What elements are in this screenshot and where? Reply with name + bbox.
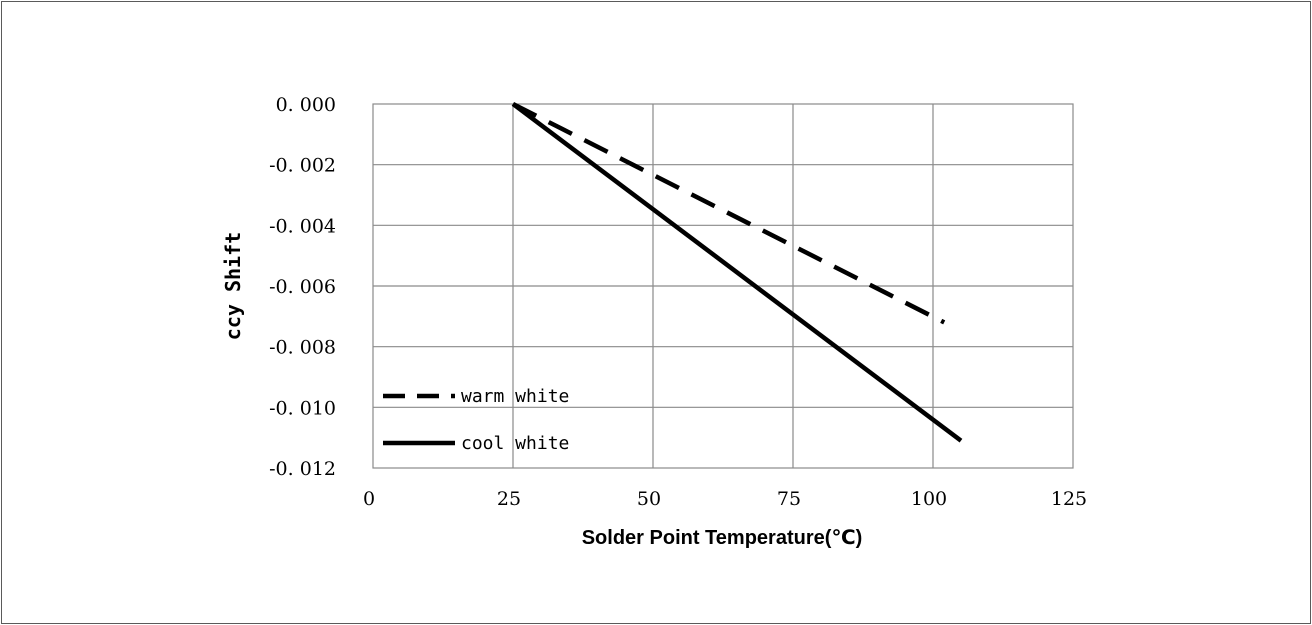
y-tick-label: -0. 010 <box>269 397 336 419</box>
y-tick-label: -0. 002 <box>269 155 336 177</box>
series-layer <box>511 101 963 443</box>
plot-area-border <box>372 103 1074 469</box>
x-tick-label: 100 <box>911 488 947 510</box>
legend: warm white cool white <box>383 386 569 454</box>
legend-item-cool-white: cool white <box>383 433 569 454</box>
x-tick-label: 0 <box>363 488 375 510</box>
series-line-warm-white <box>511 101 946 325</box>
x-tick-label: 25 <box>497 488 521 510</box>
y-tick-label: -0. 004 <box>269 215 336 237</box>
x-tick-label: 75 <box>777 488 801 510</box>
gridlines <box>373 104 1073 468</box>
y-tick-label: 0. 000 <box>276 94 336 116</box>
y-tick-labels: 0. 000 -0. 002 -0. 004 -0. 006 -0. 008 -0. 01… <box>269 94 336 480</box>
x-tick-label: 50 <box>637 488 661 510</box>
y-axis-label: ccy Shift <box>221 232 245 340</box>
legend-label-cool-white: cool white <box>461 433 569 454</box>
x-tick-label: 125 <box>1051 488 1087 510</box>
y-tick-label: -0. 006 <box>269 276 336 298</box>
y-tick-label: -0. 012 <box>269 458 336 480</box>
legend-item-warm-white: warm white <box>383 386 569 407</box>
series-line-cool-white <box>511 102 963 443</box>
y-tick-label: -0. 008 <box>269 337 336 359</box>
x-axis-label: Solder Point Temperature(℃) <box>582 527 863 549</box>
x-tick-labels: 0 25 50 75 100 125 <box>363 488 1087 510</box>
legend-label-warm-white: warm white <box>461 386 569 407</box>
